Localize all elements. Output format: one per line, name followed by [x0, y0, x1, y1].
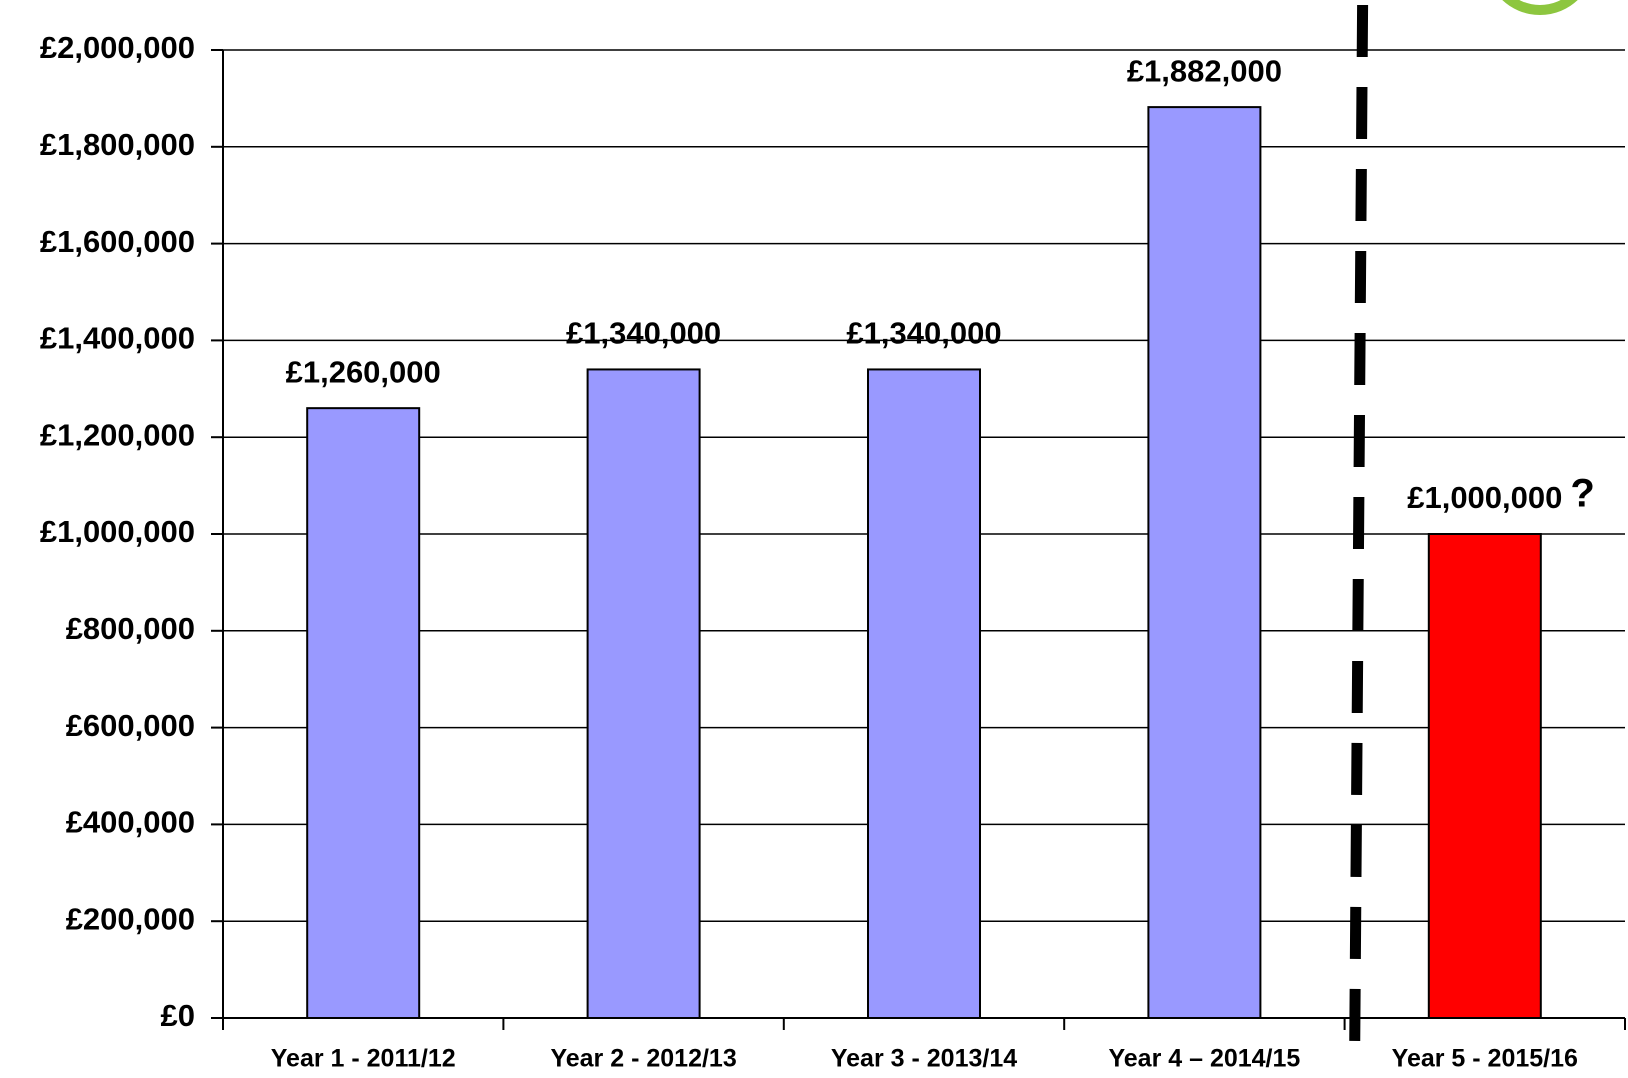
- bar: [867, 368, 981, 1019]
- y-tick-label: £1,400,000: [40, 321, 195, 356]
- value-label: £1,000,000: [1407, 480, 1562, 515]
- value-label: £1,260,000: [286, 354, 441, 389]
- bar: [586, 368, 701, 1019]
- corner-decoration: [1502, 0, 1578, 15]
- y-tick-label: £1,200,000: [40, 417, 195, 452]
- value-label: £1,340,000: [566, 316, 721, 351]
- y-tick-label: £2,000,000: [40, 30, 195, 65]
- annotation: ?: [1570, 472, 1594, 516]
- y-tick-label: £1,800,000: [40, 127, 195, 162]
- y-tick-label: £600,000: [66, 708, 195, 743]
- x-tick-label: Year 4 – 2014/15: [1108, 1045, 1300, 1073]
- x-tick-label: Year 1 - 2011/12: [271, 1045, 456, 1073]
- value-label: £1,340,000: [846, 316, 1001, 351]
- bar: [1147, 106, 1262, 1019]
- bar: [1427, 533, 1542, 1019]
- y-tick-label: £200,000: [66, 901, 195, 936]
- x-tick-label: Year 3 - 2013/14: [831, 1045, 1017, 1073]
- corner-decoration-inner: [1519, 0, 1561, 5]
- y-tick-label: £0: [161, 998, 195, 1033]
- y-tick-label: £400,000: [66, 805, 195, 840]
- bar: [306, 407, 421, 1020]
- y-tick-label: £1,000,000: [40, 514, 195, 549]
- x-tick-label: Year 2 - 2012/13: [550, 1045, 736, 1073]
- y-tick-label: £1,600,000: [40, 224, 195, 259]
- y-tick-label: £800,000: [66, 611, 195, 646]
- divider: [1349, 4, 1369, 1061]
- value-label: £1,882,000: [1127, 53, 1282, 88]
- x-tick-label: Year 5 - 2015/16: [1392, 1045, 1578, 1073]
